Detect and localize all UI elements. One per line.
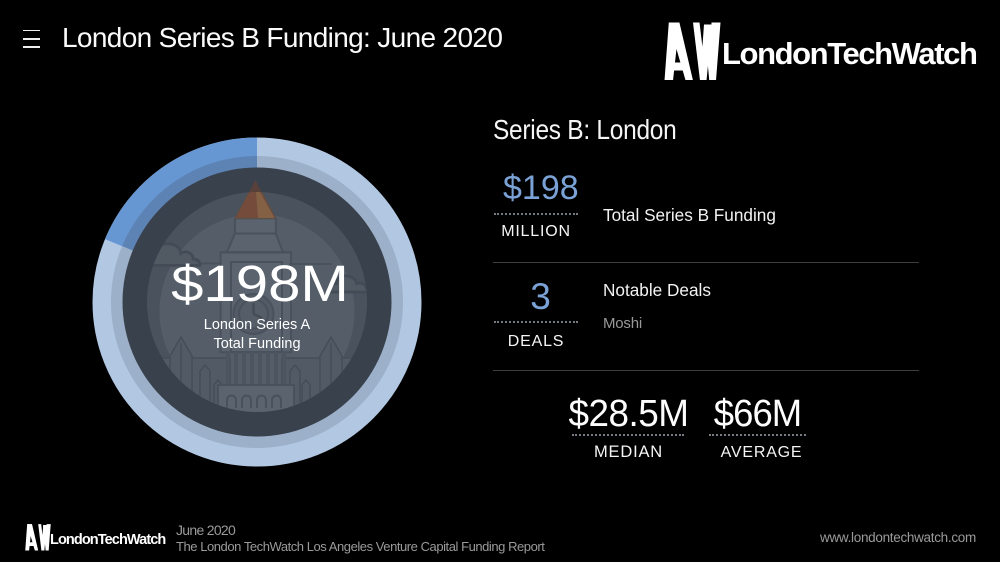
svg-text:LondonTechWatch: LondonTechWatch — [722, 36, 977, 71]
svg-text:LondonTechWatch: LondonTechWatch — [50, 532, 165, 548]
